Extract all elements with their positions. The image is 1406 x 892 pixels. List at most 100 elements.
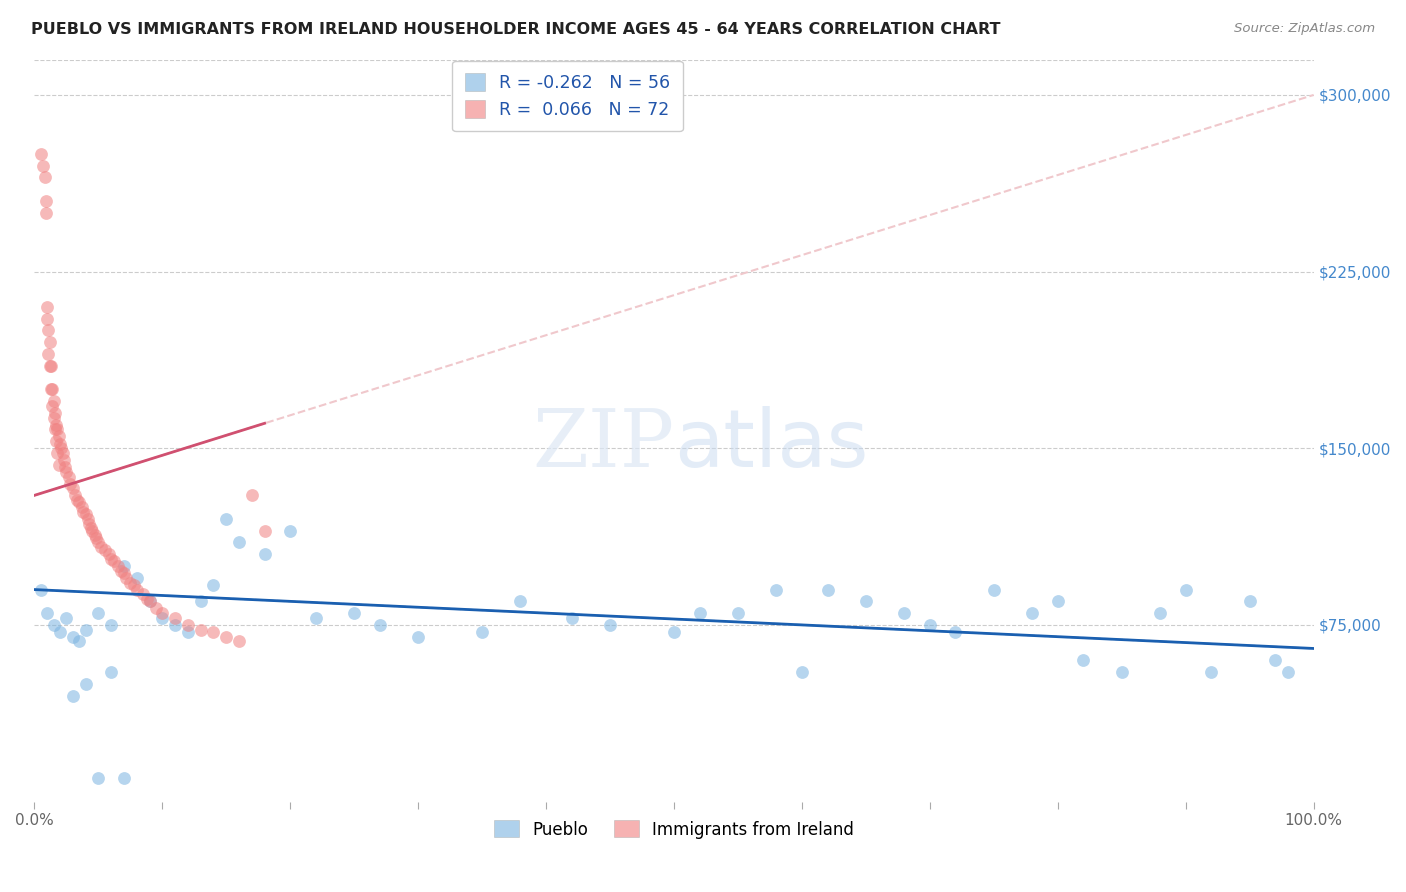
Point bbox=[817, 582, 839, 597]
Point bbox=[945, 624, 967, 639]
Point bbox=[30, 146, 52, 161]
Point bbox=[53, 460, 76, 475]
Point bbox=[150, 606, 173, 620]
Point bbox=[1149, 606, 1171, 620]
Point bbox=[138, 594, 160, 608]
Point bbox=[1111, 665, 1133, 679]
Point bbox=[48, 429, 70, 443]
Point bbox=[177, 618, 200, 632]
Point bbox=[30, 582, 52, 597]
Text: ZIP: ZIP bbox=[531, 407, 673, 484]
Point bbox=[305, 611, 328, 625]
Point bbox=[75, 507, 97, 521]
Point bbox=[215, 630, 238, 644]
Point bbox=[228, 634, 250, 648]
Point bbox=[37, 300, 59, 314]
Point bbox=[44, 422, 66, 436]
Point bbox=[100, 665, 122, 679]
Point bbox=[107, 559, 129, 574]
Point bbox=[790, 665, 813, 679]
Point bbox=[471, 624, 494, 639]
Point bbox=[97, 547, 120, 561]
Point bbox=[112, 559, 135, 574]
Point bbox=[42, 410, 65, 425]
Point bbox=[1239, 594, 1261, 608]
Point bbox=[70, 500, 93, 515]
Point bbox=[561, 611, 583, 625]
Point bbox=[55, 611, 77, 625]
Point bbox=[37, 347, 59, 361]
Point bbox=[240, 488, 263, 502]
Text: Source: ZipAtlas.com: Source: ZipAtlas.com bbox=[1234, 22, 1375, 36]
Point bbox=[689, 606, 711, 620]
Point bbox=[115, 571, 138, 585]
Point bbox=[765, 582, 787, 597]
Point bbox=[215, 512, 238, 526]
Point bbox=[37, 311, 59, 326]
Point bbox=[45, 434, 67, 449]
Point bbox=[37, 606, 59, 620]
Point bbox=[59, 476, 82, 491]
Point bbox=[1046, 594, 1069, 608]
Point bbox=[42, 618, 65, 632]
Point bbox=[1201, 665, 1223, 679]
Point bbox=[67, 634, 90, 648]
Point bbox=[983, 582, 1005, 597]
Point bbox=[48, 458, 70, 472]
Point bbox=[51, 442, 73, 456]
Point bbox=[165, 618, 187, 632]
Point bbox=[80, 524, 103, 538]
Point bbox=[87, 771, 110, 785]
Point bbox=[855, 594, 877, 608]
Point bbox=[145, 601, 167, 615]
Point bbox=[112, 566, 135, 580]
Point bbox=[125, 582, 148, 597]
Point bbox=[202, 578, 225, 592]
Point bbox=[150, 611, 173, 625]
Point bbox=[35, 194, 58, 208]
Point bbox=[37, 323, 59, 337]
Text: atlas: atlas bbox=[673, 407, 869, 484]
Point bbox=[84, 531, 107, 545]
Point bbox=[90, 540, 112, 554]
Point bbox=[100, 552, 122, 566]
Point bbox=[52, 453, 75, 467]
Point bbox=[120, 575, 142, 590]
Point bbox=[55, 465, 77, 479]
Point bbox=[112, 771, 135, 785]
Point bbox=[1073, 653, 1095, 667]
Point bbox=[38, 335, 60, 350]
Point bbox=[65, 493, 87, 508]
Point bbox=[39, 383, 62, 397]
Point bbox=[599, 618, 621, 632]
Point bbox=[49, 624, 72, 639]
Point bbox=[41, 399, 63, 413]
Point bbox=[77, 512, 100, 526]
Point bbox=[100, 618, 122, 632]
Point bbox=[75, 623, 97, 637]
Point bbox=[42, 394, 65, 409]
Point bbox=[87, 535, 110, 549]
Point bbox=[72, 505, 94, 519]
Point bbox=[343, 606, 366, 620]
Point bbox=[75, 677, 97, 691]
Text: PUEBLO VS IMMIGRANTS FROM IRELAND HOUSEHOLDER INCOME AGES 45 - 64 YEARS CORRELAT: PUEBLO VS IMMIGRANTS FROM IRELAND HOUSEH… bbox=[31, 22, 1001, 37]
Point bbox=[93, 542, 115, 557]
Point bbox=[122, 578, 145, 592]
Point bbox=[46, 422, 69, 436]
Point bbox=[253, 547, 276, 561]
Point bbox=[177, 624, 200, 639]
Point bbox=[34, 170, 56, 185]
Point bbox=[62, 689, 84, 703]
Point bbox=[87, 606, 110, 620]
Point bbox=[45, 417, 67, 432]
Point bbox=[79, 516, 101, 531]
Point bbox=[38, 359, 60, 373]
Point bbox=[406, 630, 429, 644]
Point bbox=[368, 618, 391, 632]
Point bbox=[278, 524, 301, 538]
Point bbox=[253, 524, 276, 538]
Point bbox=[132, 587, 155, 601]
Point bbox=[1277, 665, 1299, 679]
Point bbox=[39, 359, 62, 373]
